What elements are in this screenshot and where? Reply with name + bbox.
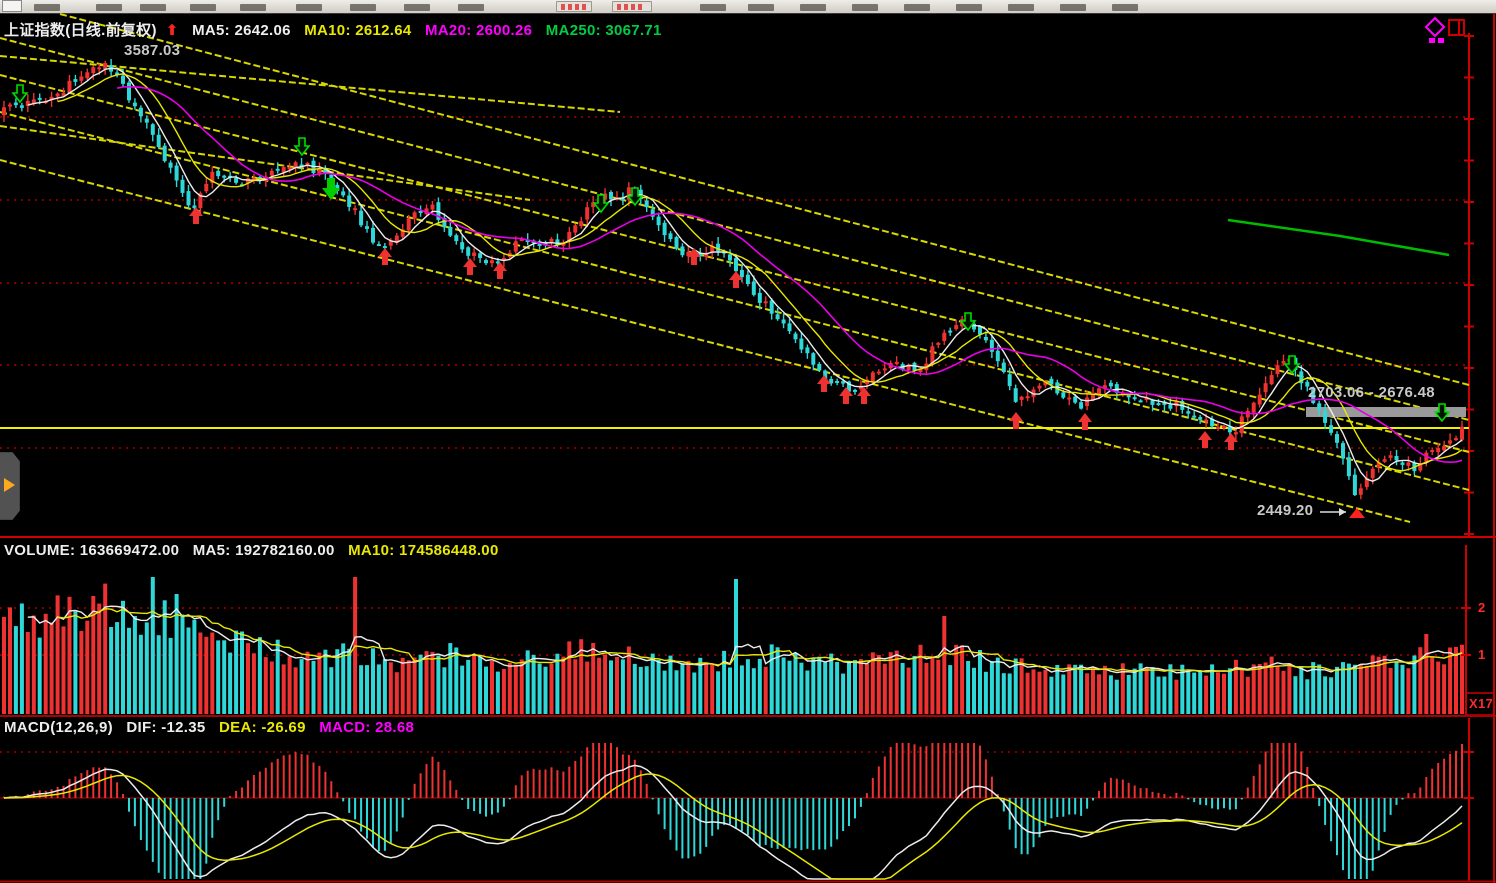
gap-range-label: 2703.06 - 2676.48 <box>1308 384 1435 401</box>
menu-item-clipped[interactable] <box>96 4 122 11</box>
menu-item-clipped[interactable] <box>956 4 982 11</box>
expand-right-icon <box>4 478 15 492</box>
ma20-readout: MA20: 2600.26 <box>425 22 533 39</box>
menu-item-clipped[interactable] <box>1112 4 1138 11</box>
menu-item-clipped[interactable] <box>1008 4 1034 11</box>
macd-layer <box>0 718 1474 881</box>
menu-item-clipped[interactable] <box>190 4 216 11</box>
split-window-icon <box>1448 19 1465 36</box>
volume-layer <box>0 545 1495 716</box>
up-arrow-icon: ⬆ <box>165 22 179 39</box>
dea-readout: DEA: -26.69 <box>219 719 306 736</box>
ma10-readout: MA10: 2612.64 <box>304 22 412 39</box>
menu-item-clipped[interactable] <box>1060 4 1086 11</box>
macd-header: MACD(12,26,9) DIF: -12.35 DEA: -26.69 MA… <box>4 719 423 736</box>
macd-readout: MACD: 28.68 <box>319 719 415 736</box>
menu-item-clipped[interactable] <box>350 4 376 11</box>
ma-lines-layer <box>27 67 1463 482</box>
menu-item-clipped[interactable] <box>748 4 774 11</box>
menu-item-clipped[interactable] <box>240 4 266 11</box>
volume-axis-tick-1: 1 <box>1478 647 1486 662</box>
menu-item-clipped[interactable] <box>458 4 484 11</box>
index-title: 上证指数(日线.前复权) <box>4 22 157 39</box>
menu-item-clipped[interactable] <box>404 4 430 11</box>
volume-ma10-readout: MA10: 174586448.00 <box>348 542 499 559</box>
macd-name: MACD(12,26,9) <box>4 719 113 736</box>
window-icon[interactable] <box>2 0 22 12</box>
menu-item-clipped[interactable] <box>700 4 726 11</box>
menu-item-clipped[interactable] <box>34 4 60 11</box>
menu-quote-button[interactable] <box>556 1 592 12</box>
volume-scale-label: X17 <box>1469 696 1494 711</box>
menu-item-clipped[interactable] <box>296 4 322 11</box>
menu-item-clipped[interactable] <box>800 4 826 11</box>
ma250-readout: MA250: 3067.71 <box>545 22 662 39</box>
volume-header: VOLUME: 163669472.00 MA5: 192782160.00 M… <box>4 542 508 559</box>
menu-item-clipped[interactable] <box>904 4 930 11</box>
volume-readout: VOLUME: 163669472.00 <box>4 542 180 559</box>
volume-axis-tick-2: 2 <box>1478 600 1486 615</box>
diamond-icon <box>1424 16 1446 38</box>
signal-arrows-layer <box>11 84 1451 518</box>
dif-readout: DIF: -12.35 <box>126 719 206 736</box>
ma5-readout: MA5: 2642.06 <box>192 22 291 39</box>
low-price-label: 2449.20 <box>1257 502 1314 519</box>
volume-ma5-readout: MA5: 192782160.00 <box>192 542 335 559</box>
pane-separators <box>0 14 1496 883</box>
pane-icons <box>1424 16 1465 43</box>
high-price-label: 3587.03 <box>124 42 181 59</box>
menu-item-clipped[interactable] <box>140 4 166 11</box>
menu-item-clipped[interactable] <box>852 4 878 11</box>
sidebar-slide-handle[interactable] <box>0 452 20 520</box>
menu-quote-button[interactable] <box>612 1 652 12</box>
main-chart-header: 上证指数(日线.前复权) ⬆ MA5: 2642.06 MA10: 2612.64… <box>4 19 671 40</box>
menu-bar[interactable] <box>0 0 1496 14</box>
